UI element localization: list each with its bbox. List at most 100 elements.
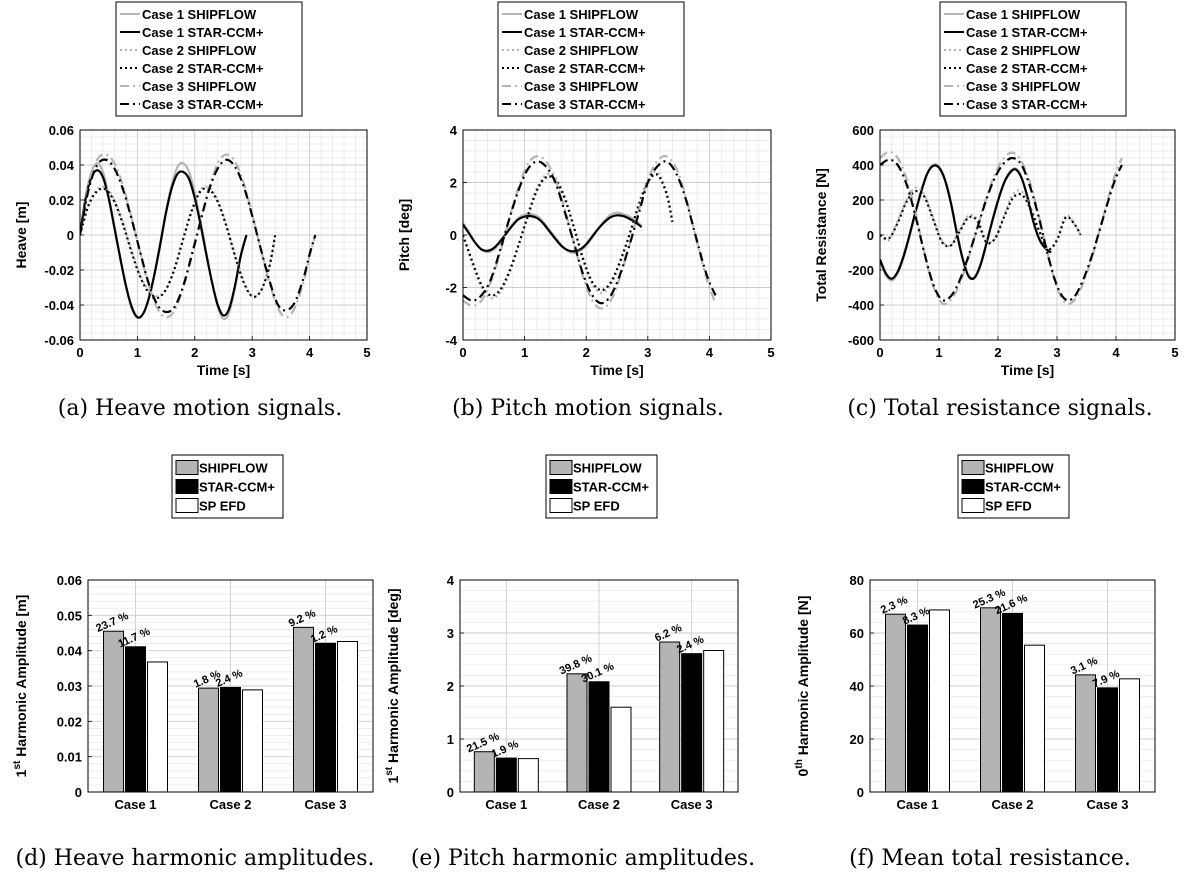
legend-swatch <box>549 460 573 475</box>
legend-swatch <box>549 498 573 513</box>
legend-label: Case 2 STAR-CCM+ <box>524 61 646 76</box>
legend-label: Case 3 SHIPFLOW <box>142 79 257 94</box>
y-axis-label-superscript: st <box>12 760 23 770</box>
legend-box <box>939 1 1127 117</box>
series-line <box>80 153 317 319</box>
legend: Case 1 SHIPFLOW Case 1 STAR-CCM+ Case 2 SH… <box>115 1 303 117</box>
y-tick-label: -600 <box>848 333 874 348</box>
bar <box>1075 674 1096 793</box>
y-tick-label: 0.02 <box>57 714 82 729</box>
bar <box>1097 687 1118 793</box>
x-tick-label: 5 <box>767 345 774 360</box>
y-tick-label: 0.06 <box>49 123 74 138</box>
y-tick-label: 0.05 <box>57 608 82 623</box>
chart-3: -600 -400 -200 0 200 400 600 0 1 2 3 4 5 Time [s] Tota… <box>813 1 1179 378</box>
series-line <box>463 214 643 253</box>
legend-swatch <box>175 460 199 475</box>
series-lines <box>880 150 1123 306</box>
x-tick-label: 3 <box>1053 345 1060 360</box>
x-tick-label: 2 <box>583 345 590 360</box>
x-tick-label: 2 <box>191 345 198 360</box>
y-tick-label: 400 <box>852 158 874 173</box>
axes-frame <box>462 129 772 341</box>
bar <box>1119 678 1140 793</box>
legend-label: SHIPFLOW <box>199 461 268 476</box>
legend-label: Case 2 STAR-CCM+ <box>966 61 1088 76</box>
y-tick-label: -400 <box>848 298 874 313</box>
y-tick-label: 0.04 <box>49 158 75 173</box>
x-tick-label: Case 3 <box>671 797 713 812</box>
major-grid <box>463 130 771 340</box>
x-tick-label: 0 <box>459 345 466 360</box>
legend-label: Case 2 STAR-CCM+ <box>142 61 264 76</box>
bar <box>125 646 146 793</box>
legend-label: Case 2 SHIPFLOW <box>142 43 257 58</box>
bar <box>220 686 241 793</box>
x-tick-label: 0 <box>876 345 883 360</box>
y-tick-label: 0.01 <box>57 750 82 765</box>
y-tick-label: 80 <box>850 573 864 588</box>
y-tick-label: -4 <box>445 333 457 348</box>
y-axis-label: Total Resistance [N] <box>813 168 829 302</box>
series-line <box>463 154 717 310</box>
y-tick-label: 60 <box>850 626 864 641</box>
y-tick-label: 2 <box>450 176 457 191</box>
legend-label: Case 1 SHIPFLOW <box>524 7 639 22</box>
legend-label: STAR-CCM+ <box>985 480 1061 495</box>
y-tick-label: 0 <box>867 228 874 243</box>
series-line <box>463 160 717 305</box>
legend-label: Case 3 SHIPFLOW <box>966 79 1081 94</box>
chart-1: -0.06 -0.04 -0.02 0 0.02 0.04 0.06 0 1 2 3 4 5 Time [… <box>13 1 371 378</box>
axes-frame <box>79 129 368 341</box>
y-axis-label-superscript: th <box>794 759 805 768</box>
y-tick-label: 0 <box>450 228 457 243</box>
bar <box>885 613 906 793</box>
legend-label: Case 1 STAR-CCM+ <box>966 25 1088 40</box>
y-tick-label: 0.02 <box>49 193 74 208</box>
y-tick-label: -0.04 <box>44 298 74 313</box>
y-axis-label-rest: Harmonic Amplitude [m] <box>13 595 29 761</box>
x-tick-label: Case 2 <box>992 797 1034 812</box>
legend-swatch <box>175 479 199 494</box>
legend: SHIPFLOW STAR-CCM+ SP EFD <box>957 454 1070 519</box>
legend-label: Case 1 STAR-CCM+ <box>524 25 646 40</box>
bar <box>566 673 588 793</box>
bar <box>588 681 610 793</box>
x-tick-label: 5 <box>363 345 370 360</box>
legend-swatch <box>961 498 985 513</box>
axes-frame <box>869 579 1156 793</box>
caption-e: (e) Pitch harmonic amplitudes. <box>410 846 756 871</box>
x-tick-label: Case 1 <box>115 797 157 812</box>
bar <box>1024 644 1045 793</box>
x-tick-label: Case 1 <box>897 797 939 812</box>
legend-label: SHIPFLOW <box>573 461 642 476</box>
y-tick-label: -0.06 <box>44 333 74 348</box>
bar <box>517 758 539 793</box>
y-axis-label: 1st Harmonic Amplitude [m] <box>12 595 29 778</box>
bar <box>659 641 681 793</box>
x-tick-label: 1 <box>935 345 942 360</box>
bar <box>293 626 314 793</box>
legend: Case 1 SHIPFLOW Case 1 STAR-CCM+ Case 2 SH… <box>497 1 685 117</box>
y-tick-label: 0 <box>75 785 82 800</box>
x-tick-label: 1 <box>521 345 528 360</box>
chart-4: 0 0.01 0.02 0.03 0.04 0.05 0.06 Case 1 Case 2 Cas… <box>12 454 374 812</box>
legend-label: SP EFD <box>199 499 246 514</box>
legend: Case 1 SHIPFLOW Case 1 STAR-CCM+ Case 2 SH… <box>939 1 1127 117</box>
legend-label: Case 1 STAR-CCM+ <box>142 25 264 40</box>
legend-label: SP EFD <box>985 499 1032 514</box>
y-tick-label: -200 <box>848 263 874 278</box>
x-tick-label: Case 2 <box>210 797 252 812</box>
legend-label: Case 3 SHIPFLOW <box>524 79 639 94</box>
bar <box>473 751 495 793</box>
x-tick-label: 4 <box>306 345 314 360</box>
x-tick-label: Case 3 <box>1087 797 1129 812</box>
y-axis-label-superscript: st <box>384 766 395 776</box>
series-lines <box>463 154 717 310</box>
bar <box>198 687 219 793</box>
bar <box>147 661 168 793</box>
bar <box>337 640 358 793</box>
x-axis-label: Time [s] <box>590 362 643 378</box>
y-tick-label: 200 <box>852 193 874 208</box>
